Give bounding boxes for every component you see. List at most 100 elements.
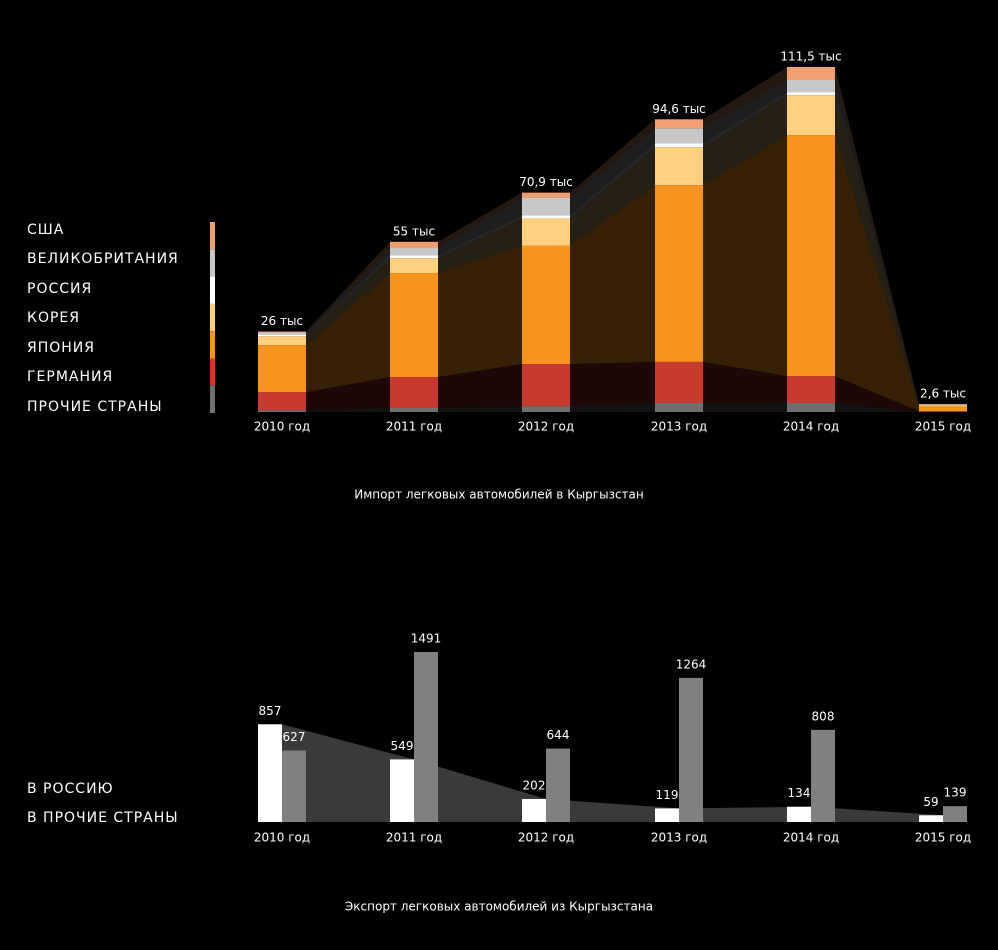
bar-segment: [390, 248, 438, 256]
bar-segment: [522, 218, 570, 246]
bar-segment: [787, 67, 835, 80]
bar-segment: [390, 273, 438, 378]
connector-area: [703, 403, 787, 412]
x-tick-label: 2012 год: [518, 831, 574, 845]
bar-segment: [390, 407, 438, 412]
bar-segment: [390, 241, 438, 249]
connector-area: [306, 258, 390, 346]
legend-label: РОССИЯ: [27, 281, 92, 297]
legend-label: В ПРОЧИЕ СТРАНЫ: [27, 810, 179, 826]
bar-segment: [258, 334, 306, 337]
area: [282, 724, 943, 822]
connector-area: [570, 128, 655, 216]
bar-segment: [919, 411, 967, 412]
value-label: 549: [391, 739, 414, 753]
bar-segment: [919, 403, 967, 405]
bar-segment: [655, 119, 703, 129]
connector-area: [306, 407, 390, 412]
bar: [282, 750, 306, 822]
x-tick-label: 2015 год: [915, 831, 971, 845]
legend-label: КОРЕЯ: [27, 310, 80, 326]
value-label: 627: [283, 730, 306, 744]
connector-area: [570, 143, 655, 219]
bar-segment: [787, 92, 835, 96]
legend-swatch: [210, 249, 215, 277]
bar: [546, 748, 570, 822]
value-label: 202: [523, 778, 546, 792]
legend-label: США: [27, 222, 64, 238]
bar-segment: [655, 128, 703, 144]
connector-area: [570, 403, 655, 412]
value-label: 139: [944, 786, 967, 800]
connector-area: [835, 67, 919, 405]
bar-segment: [787, 79, 835, 93]
connector-area: [703, 92, 787, 148]
value-label: 134: [788, 786, 811, 800]
bar-segment: [655, 185, 703, 362]
connector-area: [570, 147, 655, 246]
bar-segment: [919, 406, 967, 412]
legend-swatch: [210, 358, 215, 386]
bar-segment: [787, 403, 835, 412]
connector-area: [835, 95, 919, 407]
x-tick-label: 2011 год: [386, 831, 442, 845]
bar-segment: [258, 336, 306, 346]
connector-area: [306, 377, 390, 411]
connector-area: [835, 92, 919, 406]
bar-segment: [258, 331, 306, 333]
total-label: 111,5 тыс: [780, 50, 841, 64]
x-tick-label: 2015 год: [915, 420, 971, 434]
x-tick-label: 2010 год: [254, 831, 310, 845]
legend-label: ПРОЧИЕ СТРАНЫ: [27, 399, 163, 415]
bar-segment: [522, 364, 570, 407]
connector-area: [438, 245, 522, 378]
connector-area: [703, 67, 787, 129]
connector-area: [570, 119, 655, 198]
connector-area: [835, 79, 919, 405]
bar: [679, 677, 703, 822]
legend-label: ЯПОНИЯ: [27, 340, 95, 356]
bar-segment: [390, 377, 438, 408]
x-tick-label: 2010 год: [254, 420, 310, 434]
connector-area: [306, 248, 390, 335]
connector-area: [703, 95, 787, 186]
x-tick-label: 2014 год: [783, 831, 839, 845]
bar-segment: [787, 135, 835, 377]
value-label: 857: [259, 704, 282, 718]
connector-area: [438, 406, 522, 412]
connector-area: [703, 361, 787, 404]
bar-segment: [390, 255, 438, 259]
x-tick-label: 2013 год: [651, 420, 707, 434]
bar-segment: [787, 95, 835, 136]
connector-area: [835, 135, 919, 412]
legend-label: В РОССИЮ: [27, 781, 114, 797]
bar-segment: [258, 392, 306, 411]
legend-swatch: [210, 331, 215, 359]
connector-area: [306, 241, 390, 333]
legend-swatch: [210, 222, 215, 250]
bar-segment: [390, 258, 438, 274]
connector-area: [438, 197, 522, 256]
total-label: 94,6 тыс: [652, 102, 706, 116]
bar-segment: [522, 406, 570, 412]
legend-label: ГЕРМАНИЯ: [27, 369, 113, 385]
x-tick-label: 2011 год: [386, 420, 442, 434]
connector-area: [306, 273, 390, 393]
bar: [943, 806, 967, 822]
bar-segment: [655, 361, 703, 404]
connector-area: [570, 361, 655, 407]
bar: [390, 759, 414, 822]
bar-segment: [655, 143, 703, 148]
bar-segment: [258, 345, 306, 393]
bar: [811, 729, 835, 822]
bar: [522, 798, 546, 822]
connector-area: [703, 135, 787, 377]
value-label: 59: [923, 795, 938, 809]
connector-area: [703, 79, 787, 144]
connector-area: [438, 215, 522, 259]
legend-swatch: [210, 385, 215, 414]
total-label: 70,9 тыс: [519, 175, 573, 189]
bar: [258, 724, 282, 822]
bar-segment: [655, 147, 703, 186]
